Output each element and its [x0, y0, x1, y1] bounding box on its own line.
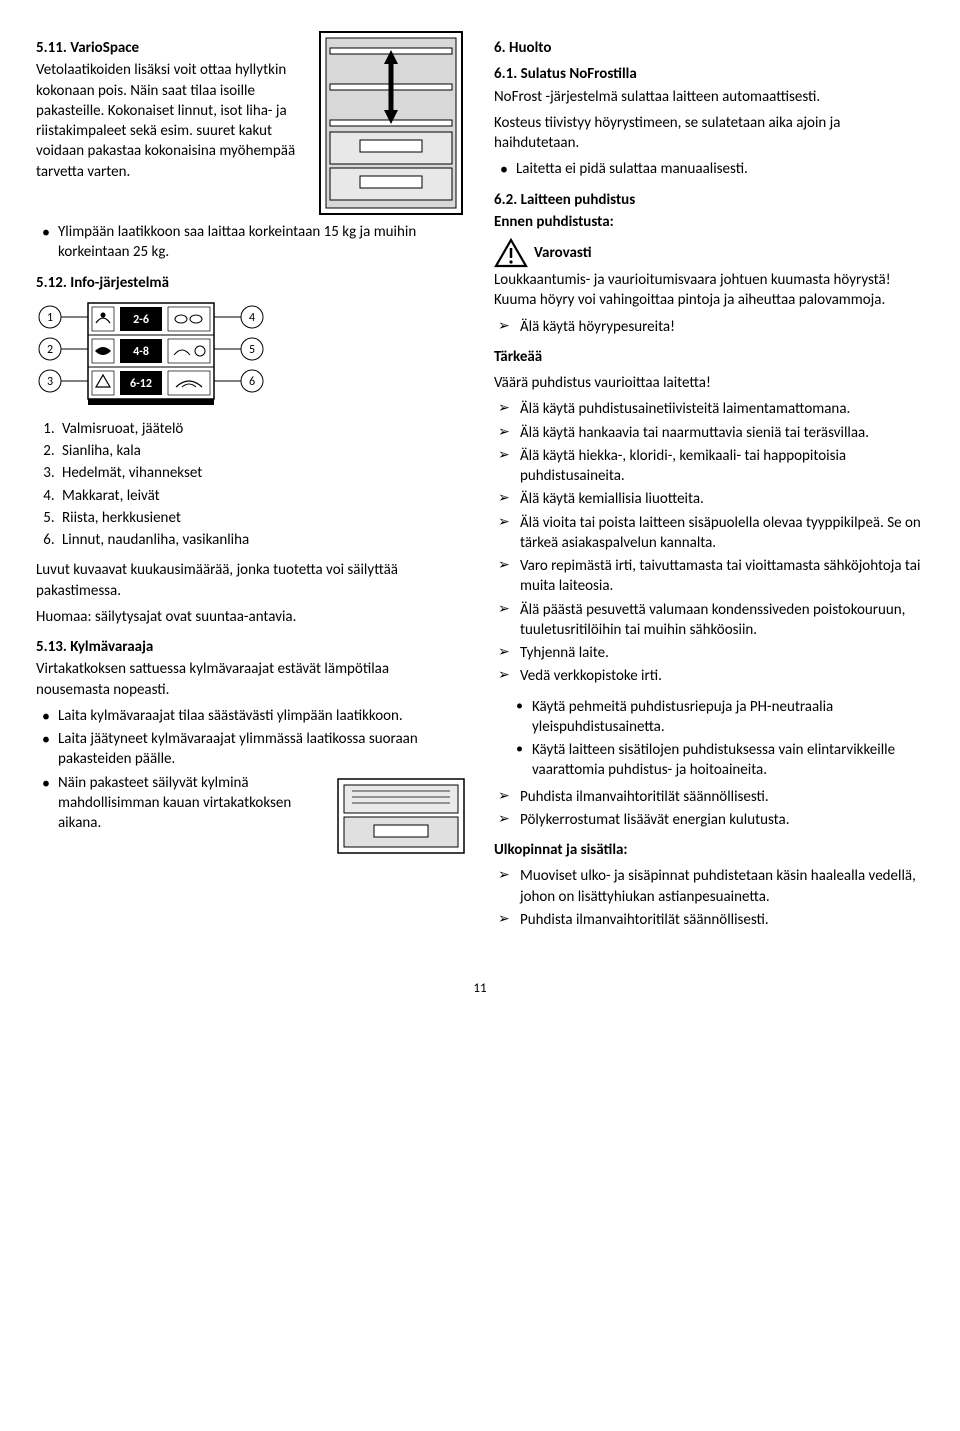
- svg-text:6-12: 6-12: [130, 377, 152, 391]
- left-column: 5.11. VarioSpace Vetolaatikoiden lisäksi…: [36, 28, 466, 940]
- bullet-item: Näin pakasteet säilyvät kylminä mahdolli…: [36, 773, 466, 855]
- para: Loukkaantumis- ja vaurioitumisvaara joht…: [494, 270, 924, 311]
- para: Virtakatkoksen sattuessa kylmävaraajat e…: [36, 659, 466, 700]
- list-item: Riista, herkkusienet: [58, 508, 466, 528]
- arrow-list-tarkeaa: Älä käytä puhdistusainetiivisteitä laime…: [494, 399, 924, 686]
- para: Luvut kuvaavat kuukausimäärää, jonka tuo…: [36, 560, 466, 601]
- arrow-item: Älä käytä kemiallisia liuotteita.: [494, 489, 924, 509]
- bullet-item: Ylimpään laatikkoon saa laittaa korkeint…: [36, 222, 466, 263]
- bullets-5-11: Ylimpään laatikkoon saa laittaa korkeint…: [36, 222, 466, 263]
- arrow-list-ulko: Muoviset ulko- ja sisäpinnat puhdistetaa…: [494, 866, 924, 930]
- warning-row: Varovasti: [494, 238, 924, 268]
- heading-5-12: 5.12. Info-järjestelmä: [36, 273, 466, 293]
- heading-5-11: 5.11. VarioSpace: [36, 38, 306, 58]
- arrow-item: Puhdista ilmanvaihtoritilät säännöllises…: [494, 787, 924, 807]
- bullet-item: Laita jäätyneet kylmävaraajat ylimmässä …: [36, 729, 466, 770]
- info-system-diagram: 1 2 3 4 5 6: [36, 299, 466, 409]
- svg-text:6: 6: [249, 375, 255, 389]
- sub-bullet-item: Käytä laitteen sisätilojen puhdistuksess…: [494, 740, 924, 781]
- drawer-diagram: [336, 777, 466, 855]
- variospace-diagram: [316, 28, 466, 218]
- para: Väärä puhdistus vaurioittaa laitetta!: [494, 373, 924, 393]
- arrow-list-2: Puhdista ilmanvaihtoritilät säännöllises…: [494, 787, 924, 831]
- arrow-item: Muoviset ulko- ja sisäpinnat puhdistetaa…: [494, 866, 924, 907]
- arrow-item: Älä käytä höyrypesureita!: [494, 317, 924, 337]
- svg-text:5: 5: [249, 343, 255, 357]
- svg-text:2-6: 2-6: [133, 313, 149, 327]
- arrow-item: Älä käytä hankaavia tai naarmuttavia sie…: [494, 423, 924, 443]
- list-item: Makkarat, leivät: [58, 486, 466, 506]
- arrow-item: Vedä verkkopistoke irti.: [494, 666, 924, 686]
- sub-bullet-item: Käytä pehmeitä puhdistusriepuja ja PH-ne…: [494, 697, 924, 738]
- bullet-text: Näin pakasteet säilyvät kylminä mahdolli…: [58, 773, 326, 834]
- svg-text:4: 4: [249, 311, 255, 325]
- warning-label: Varovasti: [534, 243, 592, 263]
- subheading: Tärkeää: [494, 347, 924, 367]
- subheading: Ennen puhdistusta:: [494, 212, 924, 232]
- subheading: Ulkopinnat ja sisätila:: [494, 840, 924, 860]
- para: Huomaa: säilytysajat ovat suuntaa-antavi…: [36, 607, 466, 627]
- warning-icon: [494, 238, 528, 268]
- right-column: 6. Huolto 6.1. Sulatus NoFrostilla NoFro…: [494, 28, 924, 940]
- info-list: Valmisruoat, jäätelö Sianliha, kala Hede…: [36, 419, 466, 551]
- svg-text:3: 3: [47, 375, 53, 389]
- arrow-item: Älä käytä puhdistusainetiivisteitä laime…: [494, 399, 924, 419]
- arrow-item: Puhdista ilmanvaihtoritilät säännöllises…: [494, 910, 924, 930]
- bullet-item: Laitetta ei pidä sulattaa manuaalisesti.: [494, 159, 924, 179]
- list-item: Valmisruoat, jäätelö: [58, 419, 466, 439]
- bullets-6-1: Laitetta ei pidä sulattaa manuaalisesti.: [494, 159, 924, 179]
- para-5-11: Vetolaatikoiden lisäksi voit ottaa hylly…: [36, 60, 306, 182]
- svg-text:2: 2: [47, 343, 53, 357]
- bullet-item: Laita kylmävaraajat tilaa säästävästi yl…: [36, 706, 466, 726]
- list-item: Hedelmät, vihannekset: [58, 463, 466, 483]
- svg-text:4-8: 4-8: [133, 345, 149, 359]
- heading-6-2: 6.2. Laitteen puhdistus: [494, 190, 924, 210]
- page-number: 11: [36, 980, 924, 998]
- arrow-item: Pölykerrostumat lisäävät energian kulutu…: [494, 810, 924, 830]
- heading-5-13: 5.13. Kylmävaraaja: [36, 637, 466, 657]
- svg-text:1: 1: [47, 311, 53, 325]
- sub-bullet-list: Käytä pehmeitä puhdistusriepuja ja PH-ne…: [494, 697, 924, 781]
- list-item: Sianliha, kala: [58, 441, 466, 461]
- arrow-item: Älä käytä hiekka-, kloridi-, kemikaali- …: [494, 446, 924, 487]
- page: 5.11. VarioSpace Vetolaatikoiden lisäksi…: [36, 28, 924, 940]
- arrow-item: Älä vioita tai poista laitteen sisäpuole…: [494, 513, 924, 554]
- heading-6: 6. Huolto: [494, 38, 924, 58]
- list-item: Linnut, naudanliha, vasikanliha: [58, 530, 466, 550]
- para: Kosteus tiivistyy höyrystimeen, se sulat…: [494, 113, 924, 154]
- section-5-11: 5.11. VarioSpace Vetolaatikoiden lisäksi…: [36, 28, 466, 218]
- arrow-item: Varo repimästä irti, taivuttamasta tai v…: [494, 556, 924, 597]
- arrow-list: Älä käytä höyrypesureita!: [494, 317, 924, 337]
- heading-6-1: 6.1. Sulatus NoFrostilla: [494, 64, 924, 84]
- bullets-5-13: Laita kylmävaraajat tilaa säästävästi yl…: [36, 706, 466, 855]
- para: NoFrost -järjestelmä sulattaa laitteen a…: [494, 87, 924, 107]
- arrow-item: Tyhjennä laite.: [494, 643, 924, 663]
- arrow-item: Älä päästä pesuvettä valumaan kondenssi­…: [494, 600, 924, 641]
